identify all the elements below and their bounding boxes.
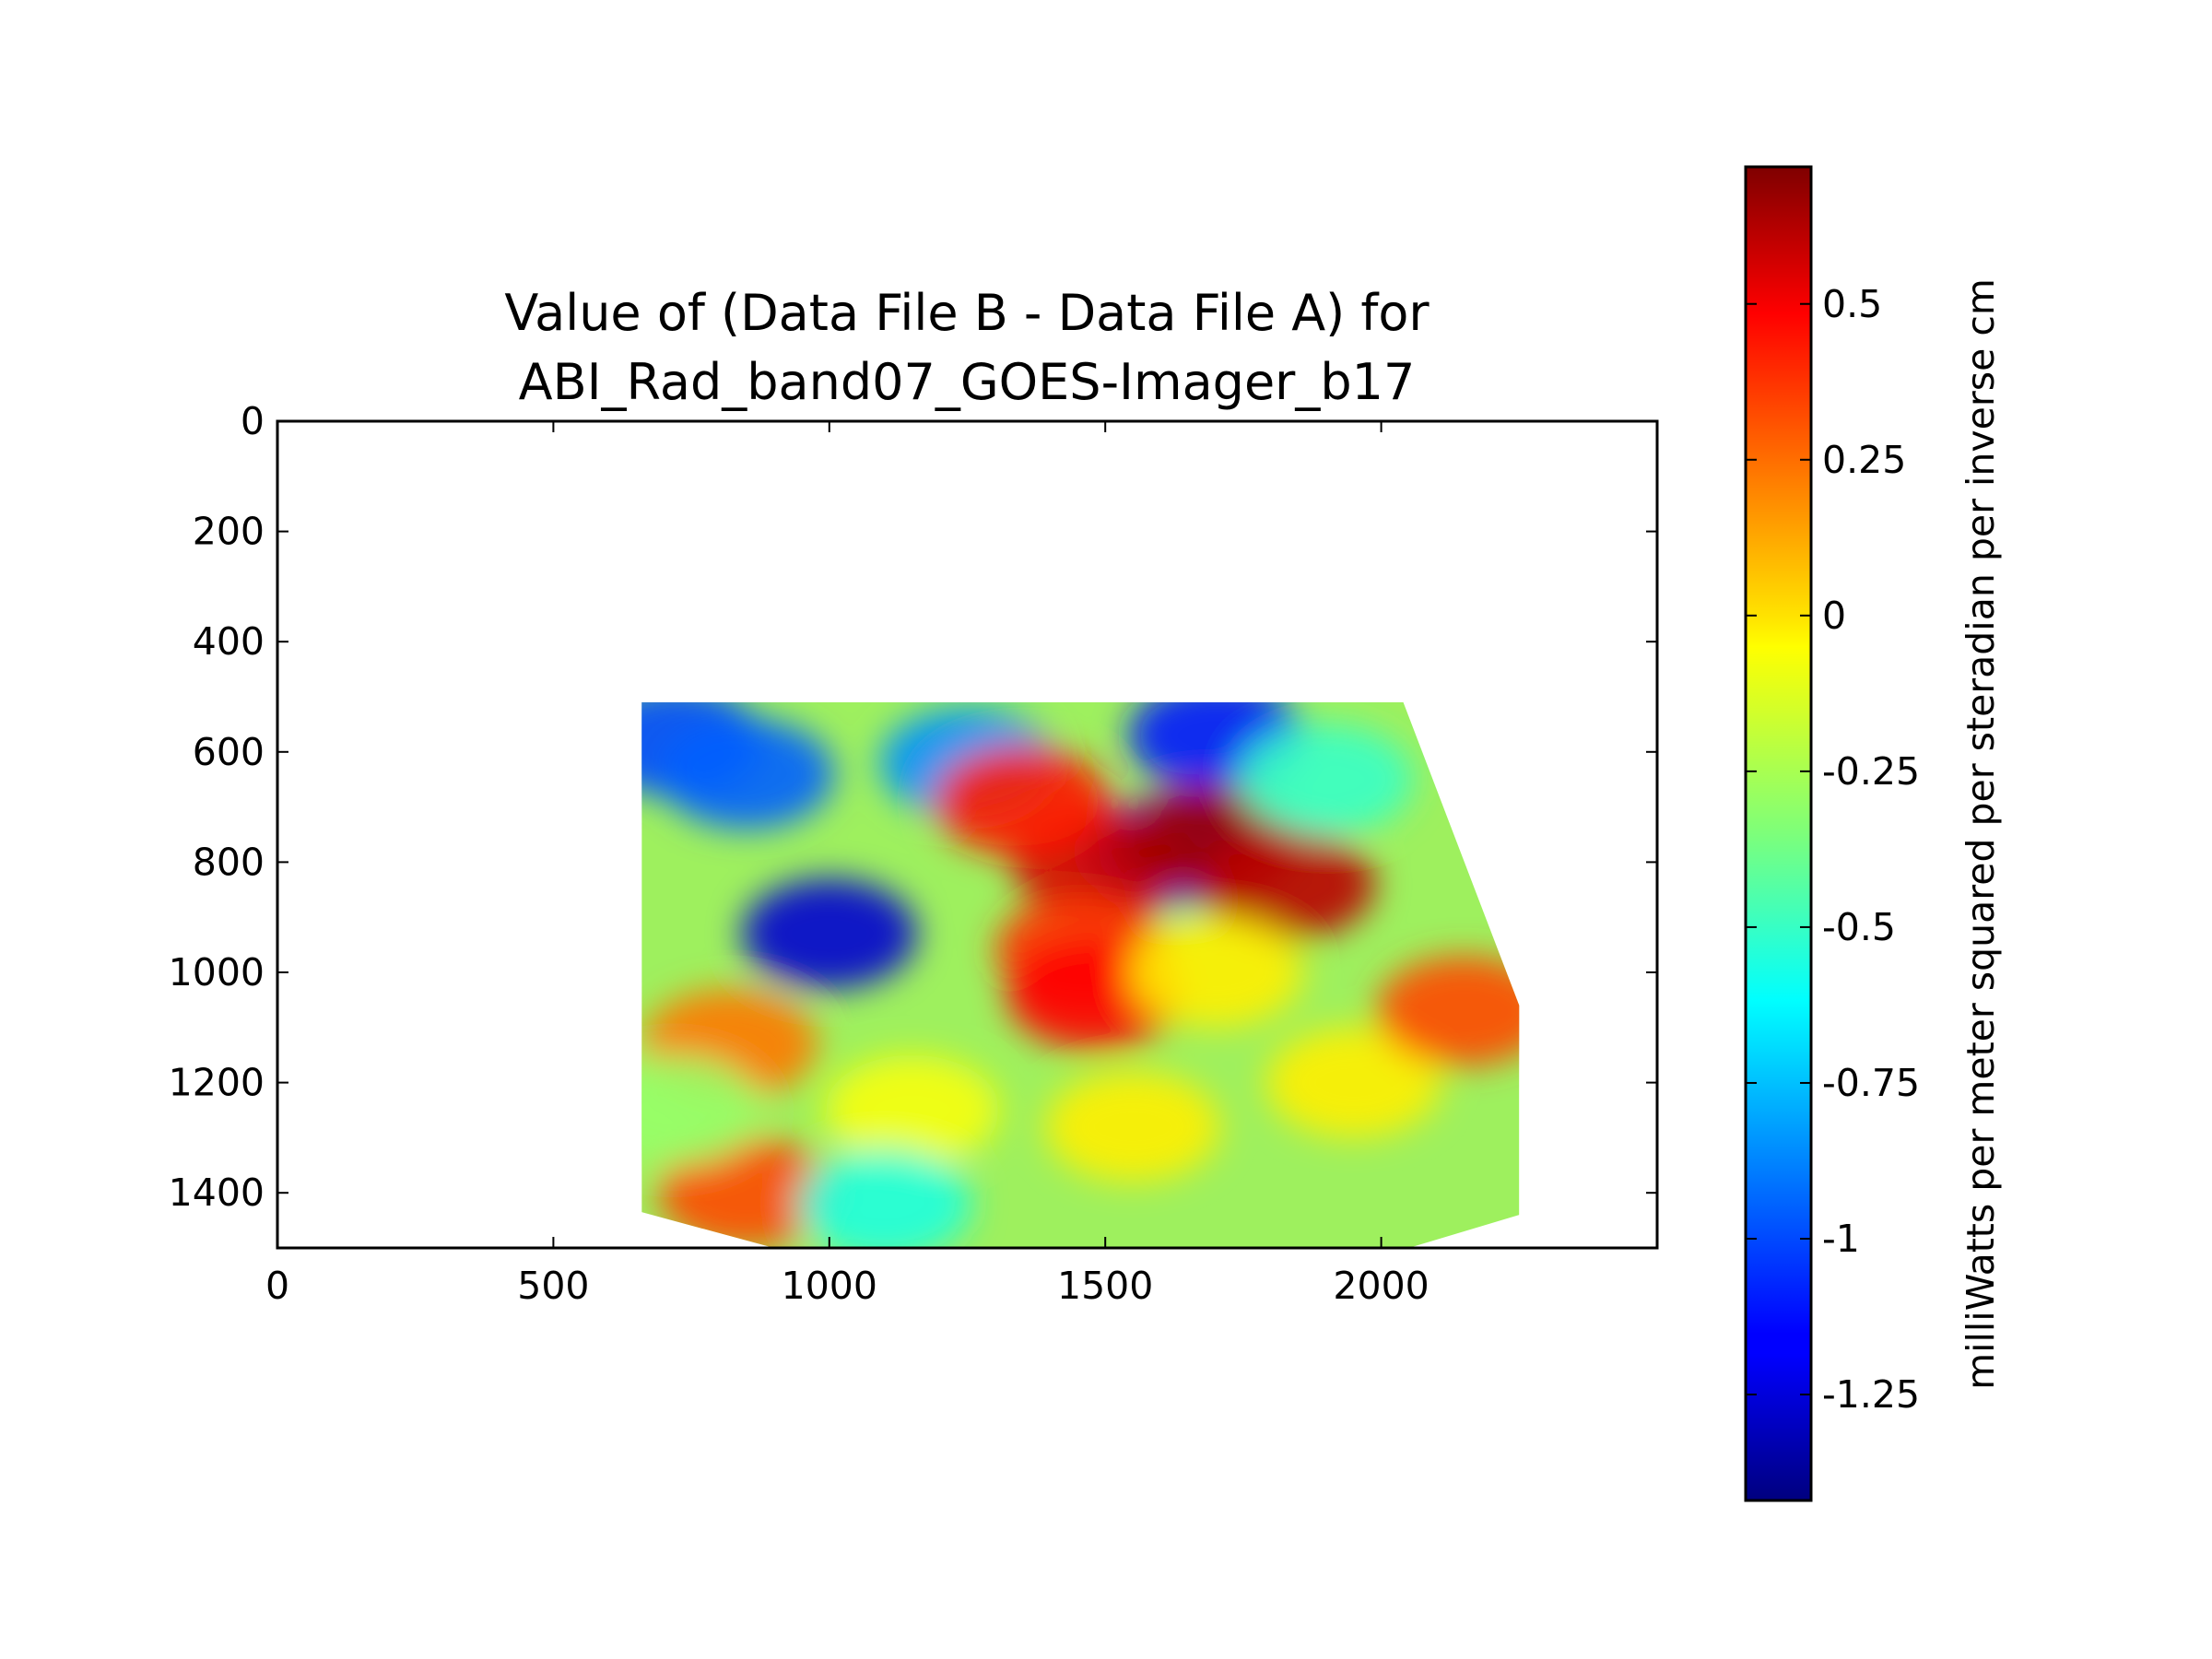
heatmap-feature xyxy=(641,1054,763,1166)
colorbar-ticks: 0.5 0.25 0 -0.25 -0.5 -0.75 -1 -1.25 xyxy=(1746,282,1920,1417)
x-tick-label: 2000 xyxy=(1333,1264,1429,1308)
x-tick-label: 0 xyxy=(265,1264,289,1308)
y-tick-label: 1200 xyxy=(169,1061,265,1105)
heatmap-feature xyxy=(796,1148,972,1248)
plot-frame xyxy=(276,419,1659,1250)
x-tick-label: 1500 xyxy=(1057,1264,1153,1308)
chart-title-line-1: Value of (Data File B - Data File A) for xyxy=(504,284,1430,342)
colorbar xyxy=(1744,165,1813,1502)
colorbar-tick-label: -0.5 xyxy=(1822,905,1896,949)
heatmap-feature xyxy=(1127,917,1303,1028)
heatmap-feature xyxy=(1199,829,1375,940)
chart-title-line-2: ABI_Rad_band07_GOES-Imager_b17 xyxy=(519,353,1416,411)
heatmap-image xyxy=(641,701,1520,1248)
heatmap-feature xyxy=(1238,724,1414,835)
y-tick-label: 200 xyxy=(193,510,265,554)
colorbar-tick-label: 0.25 xyxy=(1822,438,1906,482)
heatmap-feature xyxy=(1376,955,1520,1066)
colorbar-label: milliWatts per meter squared per steradi… xyxy=(1959,278,2003,1390)
heatmap-feature xyxy=(658,1137,834,1248)
heatmap-feature xyxy=(824,1054,1000,1166)
y-axis: 0 200 400 600 800 1000 1200 1400 xyxy=(169,399,1657,1215)
x-tick-label: 1000 xyxy=(782,1264,877,1308)
colorbar-tick-label: -0.25 xyxy=(1822,749,1920,794)
heatmap-feature xyxy=(935,746,1111,857)
colorbar-tick-label: -1 xyxy=(1822,1217,1860,1261)
heatmap-feature xyxy=(1265,1027,1441,1138)
x-axis: 0 500 1000 1500 2000 xyxy=(265,421,1430,1308)
heatmap-features xyxy=(641,701,1520,1248)
heatmap-feature xyxy=(741,878,917,990)
colorbar-tick-label: 0 xyxy=(1822,594,1846,638)
heatmap-feature xyxy=(658,718,834,830)
y-tick-label: 600 xyxy=(193,730,265,774)
x-tick-label: 500 xyxy=(517,1264,589,1308)
y-tick-label: 400 xyxy=(193,619,265,664)
colorbar-tick-label: 0.5 xyxy=(1822,282,1882,326)
colorbar-tick-label: -0.75 xyxy=(1822,1061,1920,1105)
colorbar-tick-label: -1.25 xyxy=(1822,1372,1920,1417)
y-tick-label: 0 xyxy=(241,399,265,443)
y-tick-label: 1400 xyxy=(169,1171,265,1215)
heatmap-feature xyxy=(1045,1071,1221,1182)
y-tick-label: 1000 xyxy=(169,950,265,994)
y-tick-label: 800 xyxy=(193,840,265,884)
